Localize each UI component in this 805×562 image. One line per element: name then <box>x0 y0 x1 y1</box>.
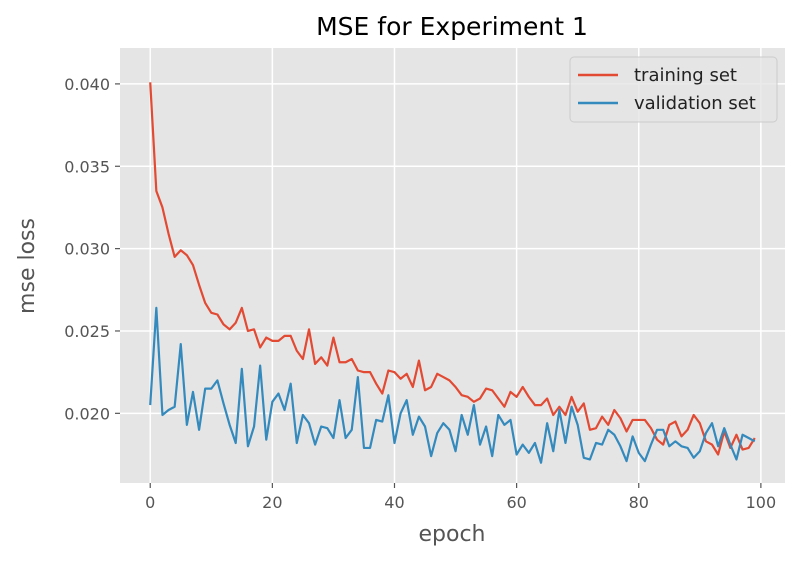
y-tick-label: 0.035 <box>64 157 110 176</box>
x-tick-label: 40 <box>384 493 404 512</box>
chart-title: MSE for Experiment 1 <box>316 12 588 41</box>
x-tick-label: 0 <box>145 493 155 512</box>
legend-label-validation: validation set <box>634 93 756 114</box>
validation-set-line <box>149 306 756 464</box>
training-set-line <box>149 82 756 456</box>
x-tick-label: 80 <box>629 493 649 512</box>
x-axis-label: epoch <box>419 522 486 547</box>
x-tick-label: 60 <box>506 493 526 512</box>
x-axis-ticks: 0 20 40 60 80 100 <box>145 483 776 512</box>
series-lines <box>149 82 756 464</box>
y-axis-label: mse loss <box>15 218 40 314</box>
y-tick-label: 0.040 <box>64 75 110 94</box>
legend: training set validation set <box>569 56 778 123</box>
x-tick-label: 100 <box>746 493 777 512</box>
x-tick-label: 20 <box>262 493 282 512</box>
y-tick-label: 0.030 <box>64 240 110 259</box>
y-tick-label: 0.025 <box>64 322 110 341</box>
y-axis-ticks: 0.020 0.025 0.030 0.035 0.040 <box>64 75 120 423</box>
legend-label-training: training set <box>634 65 737 86</box>
y-tick-label: 0.020 <box>64 404 110 423</box>
legend-box <box>569 56 778 123</box>
